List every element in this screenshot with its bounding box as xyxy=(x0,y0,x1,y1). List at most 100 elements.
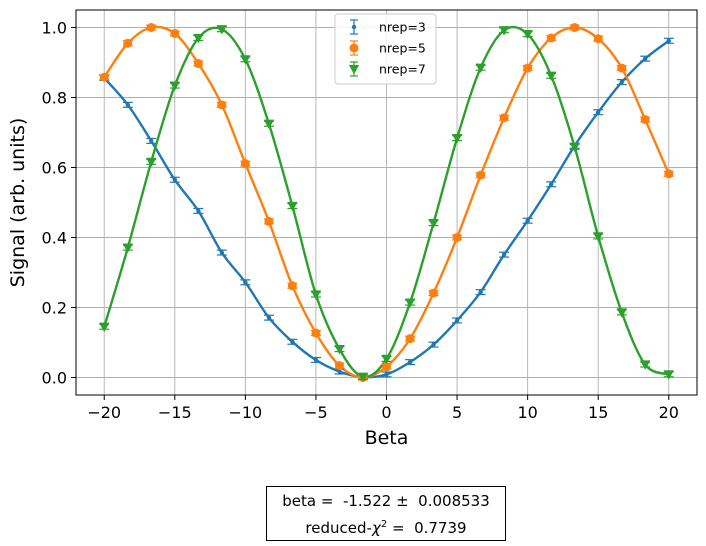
axis-ticks: −20 −15 −10 −5 0 5 10 15 20 0.0 0.2 0.4 0.6 0.8 1.0 xyxy=(42,19,679,423)
chi2-exponent: 2 xyxy=(380,519,388,530)
data-point xyxy=(290,339,295,344)
data-point xyxy=(123,38,133,48)
data-point xyxy=(451,133,463,144)
data-point xyxy=(193,33,204,44)
data-point xyxy=(454,318,460,323)
y-tick-label: 1.0 xyxy=(42,19,67,38)
data-point xyxy=(640,115,650,125)
x-tick-label: −10 xyxy=(228,403,262,422)
data-point xyxy=(357,372,369,382)
data-points xyxy=(99,23,674,382)
data-point xyxy=(546,71,557,81)
data-point xyxy=(452,233,462,242)
data-point xyxy=(313,357,319,363)
data-point xyxy=(593,34,603,44)
data-point xyxy=(287,281,297,291)
x-tick-label: 5 xyxy=(452,403,462,422)
data-point xyxy=(219,250,224,255)
data-point xyxy=(381,354,392,365)
x-tick-label: 20 xyxy=(659,403,679,422)
data-point xyxy=(522,29,533,40)
data-point xyxy=(196,208,201,214)
data-point xyxy=(169,81,180,91)
data-point xyxy=(640,360,651,370)
data-point xyxy=(172,177,177,182)
data-point xyxy=(428,218,439,229)
data-point xyxy=(596,110,601,115)
x-tick-label: 10 xyxy=(517,403,537,422)
y-tick-label: 0.6 xyxy=(42,159,67,178)
y-axis-label: Signal (arb. units) xyxy=(7,118,29,288)
data-point xyxy=(266,315,272,320)
x-tick-label: 0 xyxy=(381,403,391,422)
data-point xyxy=(149,138,154,144)
data-point xyxy=(240,159,250,169)
data-point xyxy=(243,280,248,285)
legend-marker xyxy=(349,43,359,53)
data-point xyxy=(478,289,483,295)
data-point xyxy=(498,26,510,36)
x-tick-label: 15 xyxy=(588,403,608,422)
data-point xyxy=(405,334,415,344)
data-point xyxy=(193,59,203,69)
grid xyxy=(76,10,697,395)
data-point xyxy=(216,25,227,35)
data-point xyxy=(475,63,486,73)
data-point xyxy=(263,119,275,129)
data-point xyxy=(476,170,486,180)
data-point xyxy=(428,288,438,298)
data-point xyxy=(619,79,624,85)
data-point xyxy=(593,232,604,242)
data-point xyxy=(310,290,322,300)
x-tick-label: −20 xyxy=(87,403,121,422)
chi-symbol: χ xyxy=(371,519,381,537)
data-point xyxy=(99,72,109,82)
data-point xyxy=(125,102,130,108)
legend-label: nrep=7 xyxy=(379,62,426,77)
chi2-prefix: reduced- xyxy=(305,519,372,537)
legend-label: nrep=3 xyxy=(379,20,426,35)
data-point xyxy=(382,362,391,372)
data-point xyxy=(264,216,274,226)
x-axis-label: Beta xyxy=(365,427,409,449)
data-point xyxy=(643,56,648,61)
data-point xyxy=(122,243,133,253)
fit-result-box: beta = -1.522 ± 0.008533 reduced-χ2 = 0.… xyxy=(266,486,506,541)
data-point xyxy=(546,33,556,43)
data-point xyxy=(240,55,251,65)
data-point xyxy=(170,28,180,38)
chi2-value: = 0.7739 xyxy=(387,519,467,537)
data-point xyxy=(664,169,674,179)
data-point xyxy=(666,38,671,43)
data-point xyxy=(499,113,509,123)
y-tick-label: 0.2 xyxy=(42,299,67,318)
data-point xyxy=(616,308,627,318)
data-point xyxy=(404,298,416,308)
legend: nrep=3 nrep=5 nrep=7 xyxy=(334,13,437,85)
data-point xyxy=(525,218,530,223)
data-point xyxy=(337,369,342,374)
data-point xyxy=(663,370,674,380)
data-point xyxy=(99,322,110,332)
data-point xyxy=(217,100,227,110)
legend-marker xyxy=(348,64,360,75)
data-point xyxy=(146,157,157,168)
fit-chi2-line: reduced-χ2 = 0.7739 xyxy=(267,513,505,540)
legend-marker xyxy=(351,24,357,30)
x-tick-label: −15 xyxy=(158,403,192,422)
data-point xyxy=(407,359,413,365)
data-point xyxy=(569,142,580,153)
data-point xyxy=(334,344,345,355)
fit-beta-line: beta = -1.522 ± 0.008533 xyxy=(282,492,490,510)
data-point xyxy=(501,252,507,257)
data-point xyxy=(549,182,554,187)
legend-box xyxy=(334,13,437,85)
x-tick-label: −5 xyxy=(304,403,328,422)
data-point xyxy=(335,361,345,371)
data-point xyxy=(570,23,580,32)
data-point xyxy=(384,372,389,377)
data-point xyxy=(617,63,627,73)
legend-label: nrep=5 xyxy=(379,41,426,56)
y-tick-label: 0.4 xyxy=(42,229,67,248)
